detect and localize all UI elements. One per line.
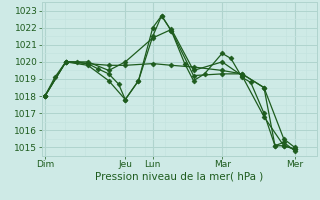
X-axis label: Pression niveau de la mer( hPa ): Pression niveau de la mer( hPa ) (95, 172, 263, 182)
